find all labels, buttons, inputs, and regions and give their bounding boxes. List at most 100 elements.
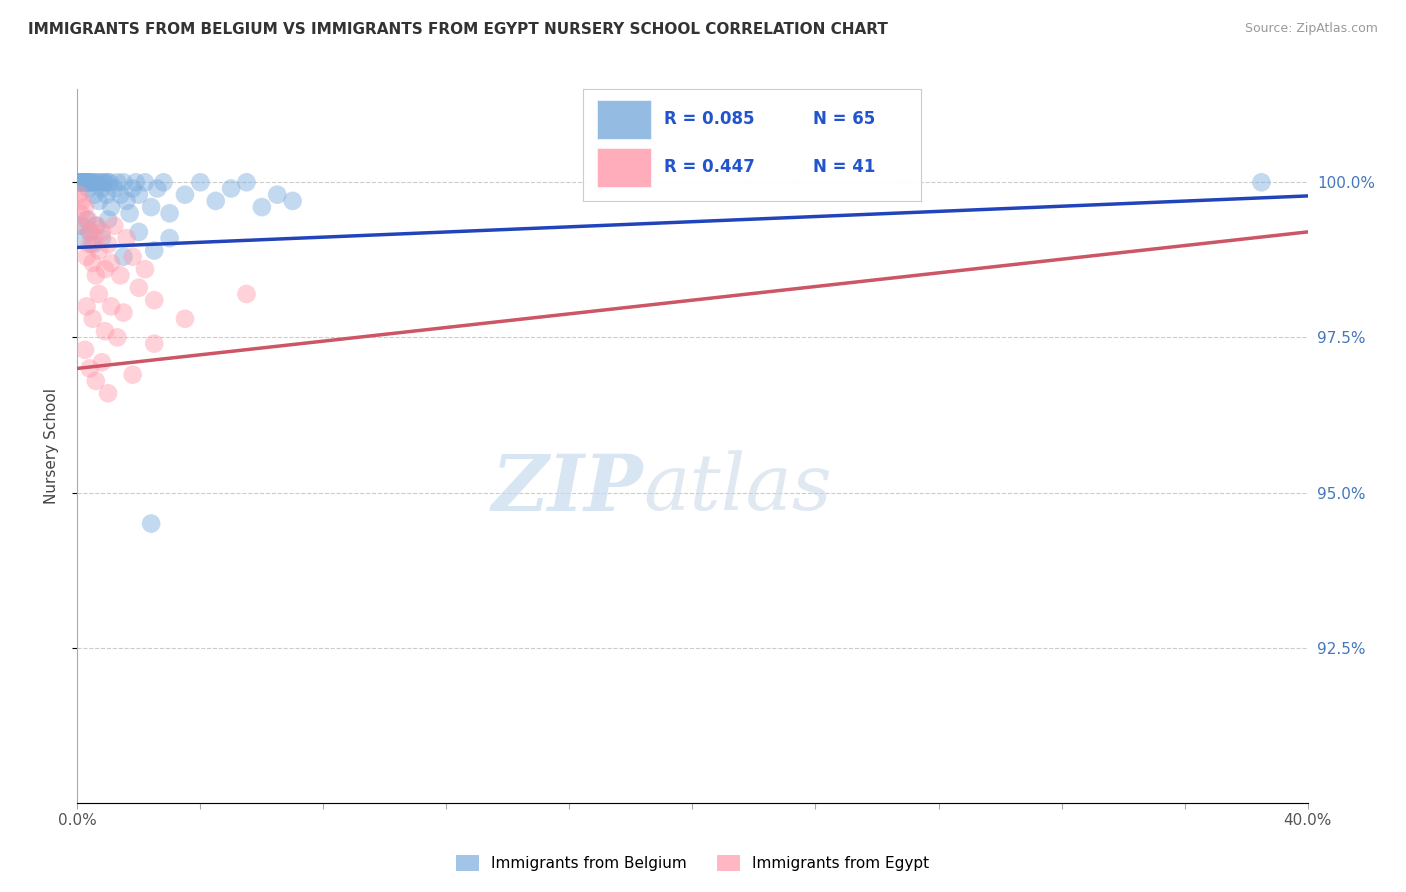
Point [73, 200, 96, 214]
Point [115, 231, 138, 245]
Point [89, 175, 111, 189]
Point [90, 181, 114, 195]
Text: IMMIGRANTS FROM BELGIUM VS IMMIGRANTS FROM EGYPT NURSERY SCHOOL CORRELATION CHAR: IMMIGRANTS FROM BELGIUM VS IMMIGRANTS FR… [28, 22, 889, 37]
Point [72, 175, 94, 189]
Point [112, 305, 135, 319]
Point [84, 268, 107, 283]
Text: R = 0.085: R = 0.085 [665, 111, 755, 128]
Bar [598, 100, 651, 139]
Point [96, 187, 118, 202]
Point [87, 287, 110, 301]
Point [86, 219, 108, 233]
Point [70, 175, 93, 189]
Point [83, 231, 105, 245]
Point [219, 181, 242, 195]
Point [82, 237, 104, 252]
Point [82, 256, 104, 270]
Text: Source: ZipAtlas.com: Source: ZipAtlas.com [1244, 22, 1378, 36]
Point [235, 175, 257, 189]
Point [121, 368, 143, 382]
Point [134, 175, 156, 189]
Text: N = 65: N = 65 [813, 111, 875, 128]
Point [110, 268, 132, 283]
Point [94, 262, 117, 277]
Point [105, 175, 128, 189]
Point [93, 175, 115, 189]
Point [69, 175, 91, 189]
Legend: Immigrants from Belgium, Immigrants from Egypt: Immigrants from Belgium, Immigrants from… [450, 849, 935, 877]
Point [84, 219, 107, 233]
Point [141, 200, 163, 214]
Point [97, 175, 120, 189]
Point [73, 175, 96, 189]
Point [250, 200, 273, 214]
Point [112, 250, 135, 264]
Point [86, 175, 108, 189]
Point [79, 237, 101, 252]
Point [75, 175, 97, 189]
Point [235, 287, 257, 301]
Point [152, 175, 174, 189]
Point [72, 175, 94, 189]
Point [110, 187, 132, 202]
Point [84, 374, 107, 388]
Point [174, 187, 197, 202]
Point [143, 244, 166, 258]
Point [70, 194, 93, 208]
Text: ZIP: ZIP [492, 450, 644, 527]
Point [266, 187, 288, 202]
Point [82, 311, 104, 326]
Point [100, 256, 122, 270]
Point [100, 200, 122, 214]
Point [90, 231, 114, 245]
Point [128, 281, 150, 295]
Point [134, 262, 156, 277]
Point [125, 175, 148, 189]
Text: atlas: atlas [644, 450, 832, 527]
Y-axis label: Nursery School: Nursery School [44, 388, 59, 504]
Point [76, 250, 98, 264]
Point [69, 206, 91, 220]
Point [159, 206, 181, 220]
Point [143, 293, 166, 308]
Point [118, 206, 141, 220]
Point [98, 175, 121, 189]
Point [69, 219, 91, 233]
Point [72, 219, 94, 233]
Point [67, 175, 90, 189]
Point [204, 194, 226, 208]
Point [115, 194, 138, 208]
Point [67, 187, 90, 202]
Point [73, 343, 96, 357]
Point [94, 324, 117, 338]
Point [77, 212, 100, 227]
Point [159, 231, 181, 245]
Point [84, 175, 107, 189]
Point [128, 225, 150, 239]
Point [69, 175, 91, 189]
Point [77, 175, 100, 189]
Point [79, 361, 101, 376]
Point [121, 181, 143, 195]
Point [76, 175, 98, 189]
Text: N = 41: N = 41 [813, 158, 876, 177]
Point [79, 225, 101, 239]
Point [73, 175, 96, 189]
Point [97, 237, 120, 252]
Point [76, 299, 98, 313]
Point [105, 330, 128, 344]
Point [128, 187, 150, 202]
Point [90, 355, 114, 369]
Point [97, 386, 120, 401]
Point [103, 219, 125, 233]
Point [100, 299, 122, 313]
Point [97, 212, 120, 227]
Point [82, 175, 104, 189]
Point [174, 311, 197, 326]
Point [77, 181, 100, 195]
Point [143, 336, 166, 351]
Text: R = 0.447: R = 0.447 [665, 158, 755, 177]
Point [146, 181, 169, 195]
Point [72, 231, 94, 245]
Point [87, 244, 110, 258]
